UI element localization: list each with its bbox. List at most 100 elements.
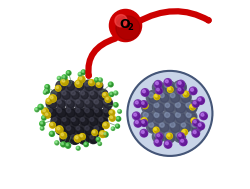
Circle shape <box>168 88 172 92</box>
Circle shape <box>83 80 94 91</box>
Circle shape <box>112 128 113 129</box>
Circle shape <box>178 134 180 136</box>
Circle shape <box>134 114 139 119</box>
Circle shape <box>154 133 158 137</box>
Text: 2: 2 <box>127 23 133 32</box>
Circle shape <box>62 80 68 85</box>
Circle shape <box>67 71 68 73</box>
Circle shape <box>192 100 198 107</box>
FancyArrowPatch shape <box>137 11 208 22</box>
Circle shape <box>40 122 44 126</box>
Circle shape <box>153 127 158 133</box>
Circle shape <box>184 92 186 94</box>
Circle shape <box>67 100 70 104</box>
Circle shape <box>41 127 42 129</box>
Circle shape <box>175 83 180 88</box>
Circle shape <box>116 117 120 121</box>
FancyArrowPatch shape <box>88 39 115 76</box>
Circle shape <box>82 71 85 74</box>
Circle shape <box>134 119 141 127</box>
Circle shape <box>74 81 84 91</box>
Circle shape <box>98 143 100 144</box>
Circle shape <box>42 116 44 118</box>
Circle shape <box>128 71 211 155</box>
Circle shape <box>58 77 60 80</box>
Circle shape <box>47 99 51 104</box>
Circle shape <box>65 143 70 148</box>
Circle shape <box>151 101 164 113</box>
Circle shape <box>152 81 164 93</box>
Circle shape <box>67 83 74 91</box>
Circle shape <box>90 81 94 85</box>
Circle shape <box>182 130 186 135</box>
Circle shape <box>92 131 97 135</box>
Circle shape <box>184 92 188 97</box>
Circle shape <box>85 100 93 108</box>
Circle shape <box>200 114 206 119</box>
Circle shape <box>70 116 80 126</box>
Circle shape <box>104 109 107 113</box>
Circle shape <box>135 101 138 104</box>
Circle shape <box>128 71 211 155</box>
Circle shape <box>56 126 63 133</box>
Circle shape <box>88 80 94 86</box>
Circle shape <box>45 89 47 91</box>
Circle shape <box>49 95 56 102</box>
Circle shape <box>165 142 168 145</box>
Circle shape <box>52 91 56 95</box>
Circle shape <box>80 91 84 95</box>
Circle shape <box>176 133 184 142</box>
Circle shape <box>142 121 146 126</box>
Circle shape <box>156 89 162 94</box>
Circle shape <box>94 100 103 109</box>
Circle shape <box>191 123 196 127</box>
Circle shape <box>103 133 105 135</box>
Circle shape <box>114 15 126 27</box>
Circle shape <box>198 124 203 129</box>
Circle shape <box>66 71 70 75</box>
Circle shape <box>132 112 140 120</box>
Circle shape <box>179 121 190 132</box>
Circle shape <box>164 83 174 93</box>
Circle shape <box>62 91 66 95</box>
Circle shape <box>155 140 158 143</box>
Circle shape <box>193 102 198 107</box>
Circle shape <box>46 107 57 118</box>
Circle shape <box>140 110 154 124</box>
Circle shape <box>113 103 117 107</box>
Circle shape <box>112 128 114 130</box>
Circle shape <box>190 88 193 91</box>
Circle shape <box>90 91 94 95</box>
Circle shape <box>127 71 211 156</box>
Circle shape <box>35 108 39 112</box>
Circle shape <box>165 80 170 86</box>
Circle shape <box>57 108 61 113</box>
Circle shape <box>143 113 153 123</box>
Circle shape <box>66 108 70 113</box>
Circle shape <box>127 71 211 156</box>
Circle shape <box>90 118 98 126</box>
Circle shape <box>61 143 63 145</box>
Circle shape <box>78 133 89 144</box>
Circle shape <box>155 87 162 94</box>
Circle shape <box>173 131 185 142</box>
Circle shape <box>79 90 88 99</box>
Circle shape <box>154 94 159 100</box>
Circle shape <box>46 86 49 89</box>
Circle shape <box>58 101 65 108</box>
Circle shape <box>57 109 66 118</box>
Circle shape <box>142 119 144 121</box>
Circle shape <box>72 92 79 99</box>
Circle shape <box>142 112 148 117</box>
Circle shape <box>164 113 174 123</box>
Circle shape <box>72 118 79 125</box>
Circle shape <box>142 119 146 123</box>
Circle shape <box>170 94 179 103</box>
Circle shape <box>80 135 84 139</box>
Circle shape <box>76 127 80 130</box>
Circle shape <box>148 93 153 98</box>
Circle shape <box>95 79 98 82</box>
Circle shape <box>56 86 58 88</box>
Circle shape <box>62 91 70 99</box>
Circle shape <box>50 123 52 125</box>
